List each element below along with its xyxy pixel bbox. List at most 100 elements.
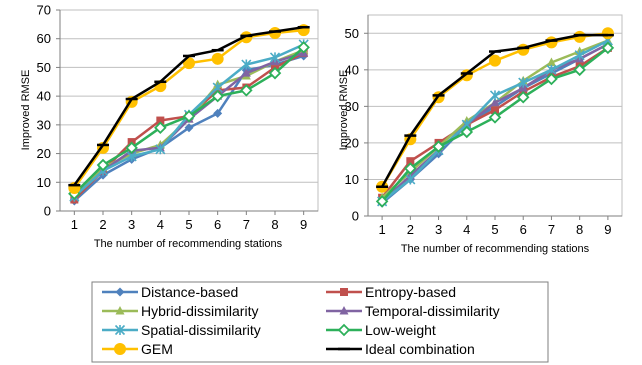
- x-tick-label: 8: [576, 222, 583, 237]
- y-tick-label: 0: [44, 204, 51, 219]
- legend-items: Distance-based Entropy-based Hybrid-dissim…: [102, 284, 500, 357]
- y-tick-label: 20: [37, 146, 51, 161]
- y-tick-label: 30: [37, 117, 51, 132]
- legend-item-entropy-based: Entropy-based: [326, 284, 456, 300]
- data-point-distance-based: [213, 108, 223, 118]
- series-low-weight: [68, 41, 310, 201]
- series-line-low-weight: [381, 46, 609, 203]
- legend-label: Ideal combination: [365, 341, 475, 357]
- x-tick-label: 1: [378, 222, 385, 237]
- x-tick-label: 8: [271, 217, 278, 232]
- x-tick-label: 7: [548, 222, 555, 237]
- y-tick-label: 30: [345, 99, 359, 114]
- data-point-spatial-dissimilarity: [574, 50, 585, 61]
- data-point-entropy-based: [156, 116, 165, 125]
- x-tick-label: 1: [71, 217, 78, 232]
- legend-label: Hybrid-dissimilarity: [141, 303, 258, 319]
- data-point-low-weight: [601, 41, 615, 55]
- legend: Distance-based Entropy-based Hybrid-dissim…: [91, 281, 549, 363]
- x-tick-label: 3: [128, 217, 135, 232]
- legend-label: Distance-based: [141, 284, 238, 300]
- legend-swatch-marker: [339, 306, 349, 315]
- legend-label: Temporal-dissimilarity: [365, 303, 500, 319]
- legend-item-spatial-dissimilarity: Spatial-dissimilarity: [102, 322, 261, 338]
- chart-left: 0 10 20 30 40 50 60 70 1 2 3 4 5 6 7 8 9 The number of re…: [20, 3, 319, 250]
- legend-swatch-marker: [115, 287, 125, 297]
- legend-swatch-marker: [114, 343, 126, 355]
- data-point-low-weight: [488, 111, 502, 124]
- data-point-low-weight: [432, 140, 445, 153]
- data-point-entropy-based: [406, 157, 415, 166]
- data-point-low-weight: [375, 195, 389, 208]
- x-tick-label: 9: [300, 217, 307, 232]
- data-point-low-weight: [182, 109, 196, 123]
- y-tick-label: 0: [352, 209, 359, 224]
- series-low-weight: [375, 41, 615, 208]
- x-tick-label: 4: [157, 217, 164, 232]
- y-tick-label: 60: [37, 31, 51, 46]
- x-tick-label: 3: [435, 222, 442, 237]
- legend-item-hybrid-dissimilarity: Hybrid-dissimilarity: [102, 303, 258, 319]
- x-tick-label: 5: [185, 217, 192, 232]
- data-point-spatial-dissimilarity: [405, 174, 416, 185]
- data-point-spatial-dissimilarity: [269, 52, 281, 63]
- legend-swatch-marker: [115, 306, 125, 315]
- data-point-low-weight: [516, 90, 530, 104]
- x-tick-label: 6: [214, 217, 221, 232]
- legend-label: Spatial-dissimilarity: [141, 322, 261, 338]
- data-point-low-weight: [96, 158, 110, 172]
- data-point-hybrid-dissimilarity: [546, 57, 556, 67]
- y-tick-label: 10: [37, 175, 51, 190]
- legend-label: GEM: [141, 341, 173, 357]
- data-point-low-weight: [297, 41, 310, 54]
- data-point-low-weight: [211, 89, 224, 103]
- data-point-gem: [211, 52, 224, 65]
- series-ideal-combination: [376, 33, 614, 189]
- data-point-spatial-dissimilarity: [518, 77, 529, 88]
- data-point-spatial-dissimilarity: [155, 144, 166, 155]
- y-axis-title: Improved RMSE: [338, 70, 350, 151]
- data-point-low-weight: [573, 63, 586, 77]
- y-tick-label: 40: [37, 89, 51, 104]
- data-point-low-weight: [240, 84, 253, 97]
- series-ideal-combination: [68, 25, 310, 187]
- y-tick-label: 10: [345, 172, 359, 187]
- legend-swatch-marker: [114, 324, 126, 336]
- data-point-gem: [601, 27, 614, 40]
- data-point-distance-based: [184, 123, 194, 133]
- legend-swatch-marker: [340, 288, 348, 296]
- x-tick-label: 5: [491, 222, 498, 237]
- data-point-entropy-based: [491, 106, 499, 115]
- legend-item-gem: GEM: [102, 341, 173, 357]
- y-axis-title: Improved RMSE: [20, 70, 32, 151]
- x-tick-label: 4: [463, 222, 470, 237]
- data-point-low-weight: [125, 141, 138, 155]
- data-point-temporal-dissimilarity: [241, 68, 251, 77]
- x-tick-label: 9: [604, 222, 611, 237]
- data-point-low-weight: [154, 121, 167, 135]
- legend-label: Entropy-based: [365, 284, 456, 300]
- data-point-low-weight: [545, 72, 558, 86]
- y-tick-label: 20: [345, 135, 359, 150]
- legend-swatch-marker: [337, 323, 351, 337]
- data-point-temporal-dissimilarity: [490, 97, 500, 107]
- data-point-low-weight: [268, 66, 282, 80]
- x-axis-title: The number of recommending stations: [94, 238, 283, 250]
- data-point-low-weight: [404, 162, 417, 175]
- x-tick-label: 7: [243, 217, 250, 232]
- legend-item-distance-based: Distance-based: [102, 284, 238, 300]
- data-point-low-weight: [460, 125, 474, 139]
- y-tick-label: 50: [37, 60, 51, 75]
- x-tick-label: 2: [407, 222, 414, 237]
- legend-box: [91, 281, 549, 363]
- data-point-spatial-dissimilarity: [241, 59, 252, 70]
- data-point-gem: [489, 54, 501, 67]
- data-point-gem: [297, 24, 310, 37]
- chart-right: 0 10 20 30 40 50 1 2 3 4 5 6 7 8 9 The number of recomm…: [338, 14, 623, 255]
- legend-item-low-weight: Low-weight: [326, 322, 436, 338]
- legend-item-ideal-combination: Ideal combination: [326, 341, 475, 357]
- x-tick-label: 2: [99, 217, 106, 232]
- y-tick-label: 50: [345, 26, 359, 41]
- y-tick-label: 70: [37, 3, 51, 18]
